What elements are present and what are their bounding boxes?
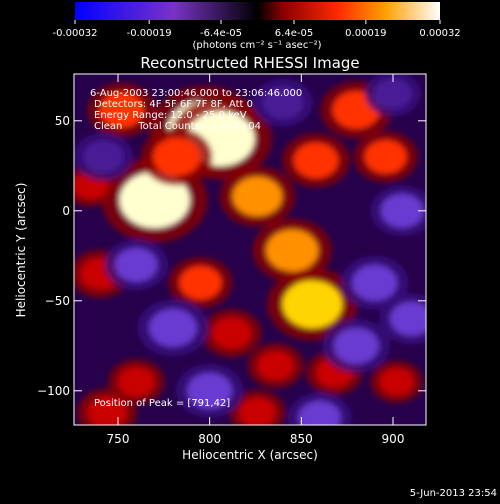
heatmap-blob xyxy=(187,372,233,409)
x-axis-label: Heliocentric X (arcsec) xyxy=(182,448,318,462)
heatmap-blob xyxy=(152,137,201,176)
heatmap-blob xyxy=(364,139,407,174)
heatmap-blob xyxy=(179,265,222,300)
y-tick-label: 0 xyxy=(62,204,70,218)
x-tick-label: 800 xyxy=(198,432,221,446)
info-detectors: Detectors: 4F 5F 6F 7F 8F, Att 0 xyxy=(94,99,253,110)
info-overlay: 6-Aug-2003 23:00:46.000 to 23:06:46.000 … xyxy=(90,88,302,409)
heatmap-image xyxy=(74,74,426,425)
footer-date: 5-Jun-2013 23:54 xyxy=(410,488,497,499)
heatmap-blob xyxy=(117,366,156,397)
info-peak-position: Position of Peak = [791,42] xyxy=(94,398,230,409)
colorbar-unit-label: (photons cm⁻² s⁻¹ asec⁻²) xyxy=(192,40,321,51)
info-time-range: 6-Aug-2003 23:00:46.000 to 23:06:46.000 xyxy=(90,88,302,99)
heatmap-blob xyxy=(293,142,339,179)
heatmap-blob xyxy=(298,400,341,425)
heatmap-blob xyxy=(374,78,412,109)
heatmap-blob xyxy=(380,193,424,228)
plot-frame xyxy=(73,73,427,426)
heatmap-blob xyxy=(119,171,191,229)
heatmap-blob xyxy=(87,396,127,425)
heatmap-blob xyxy=(390,301,426,336)
heatmap-blob xyxy=(282,280,343,329)
y-tick-label: −100 xyxy=(37,384,70,398)
info-energy: Energy Range: 12.0 - 25.0 keV xyxy=(94,110,247,121)
heatmap-blob xyxy=(99,91,145,129)
y-tick-label: 50 xyxy=(55,114,70,128)
x-tick-label: 900 xyxy=(382,432,405,446)
y-tick-label: −50 xyxy=(45,294,70,308)
heatmap-blob xyxy=(238,397,277,425)
heatmap-blob xyxy=(263,86,303,119)
x-tick-label: 850 xyxy=(290,432,313,446)
x-tick-label: 750 xyxy=(107,432,130,446)
colorbar-ticks: -0.00032 -0.00019 -6.4e-05 6.4e-05 0.00019 0.… xyxy=(53,20,461,39)
heatmap-blobs xyxy=(74,74,426,425)
heatmap-blob xyxy=(149,308,197,347)
colorbar-tick-label: -0.00032 xyxy=(53,28,98,39)
heatmap-blob xyxy=(115,247,158,282)
colorbar-tick-label: 6.4e-05 xyxy=(275,28,313,39)
heatmap-blob xyxy=(379,367,415,396)
heatmap-blob xyxy=(211,317,252,350)
heatmap-blob xyxy=(333,327,379,364)
colorbar-tick-label: 0.00019 xyxy=(345,28,386,39)
heatmap-blob xyxy=(352,264,398,301)
colorbar-tick-label: -0.00019 xyxy=(127,28,172,39)
colorbar-tick-label: 0.00032 xyxy=(419,28,460,39)
colorbar-gradient xyxy=(75,2,440,20)
heatmap-blob xyxy=(256,350,295,381)
info-method: Clean Total Counts= 1.67E+04 xyxy=(94,121,261,132)
colorbar: -0.00032 -0.00019 -6.4e-05 6.4e-05 0.00019 0.… xyxy=(53,2,461,51)
heatmap-blob xyxy=(232,176,283,217)
chart-title: Reconstructed RHESSI Image xyxy=(140,54,359,72)
heatmap-blob xyxy=(83,140,124,173)
axis-ticks: 750 800 850 900 50 0 −50 −100 xyxy=(37,74,426,446)
y-axis-label: Heliocentric Y (arcsec) xyxy=(14,183,28,318)
colorbar-tick-label: -6.4e-05 xyxy=(200,28,242,39)
heatmap-blob xyxy=(265,229,319,272)
